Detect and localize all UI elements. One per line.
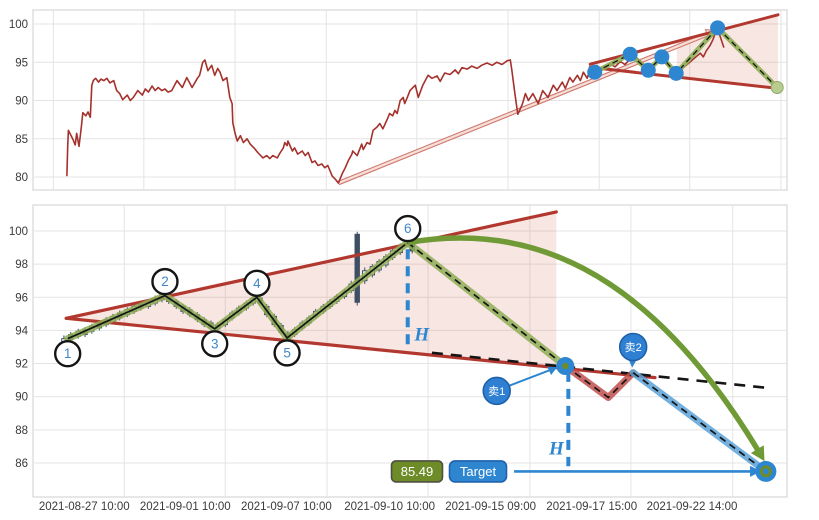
pattern-chart: 86 88 90 92 94 96 98 100 2021-08-27 10:00 2021-09… — [9, 204, 788, 513]
pivot-circle[interactable] — [201, 330, 229, 358]
y-axis-tick-label: 86 — [15, 458, 28, 470]
sell1-badge-label: 卖1 — [488, 385, 505, 398]
projection-line-top-center — [717, 27, 778, 88]
x-axis-tick-label: 2021-09-10 10:00 — [344, 501, 435, 513]
pivot-dot[interactable] — [587, 64, 603, 80]
channel-arrow-edge — [338, 34, 711, 186]
pivot-number: 4 — [253, 276, 261, 291]
pivot-circle[interactable] — [53, 340, 82, 368]
target-price-badge-box[interactable] — [390, 460, 444, 483]
x-axis-tick-label: 2021-09-07 10:00 — [241, 501, 332, 513]
y-axis-tick-label: 88 — [15, 425, 28, 437]
pivot-number: 6 — [404, 221, 412, 236]
y-axis-tick-label: 85 — [15, 134, 28, 146]
pivot-number: 3 — [211, 336, 219, 351]
y-axis-tick-label: 90 — [15, 392, 28, 404]
sell1-pointer-line — [508, 367, 556, 387]
wedge-fill-bottom — [66, 211, 557, 368]
y-axis-tick-label: 98 — [15, 259, 28, 271]
x-axis-tick-label: 2021-09-15 09:00 — [445, 501, 536, 513]
pivot-number: 5 — [283, 345, 291, 360]
pivot-marker-2[interactable]: 2 — [151, 267, 179, 296]
target-dot-core — [759, 465, 772, 478]
pullback-leg-center — [564, 365, 634, 399]
pivot-marker-5[interactable]: 5 — [273, 339, 301, 367]
x-axis-tick-label: 2021-09-17 15:00 — [546, 501, 637, 513]
y-axis-tick-label: 80 — [15, 172, 28, 184]
y-axis-tick-label: 100 — [9, 226, 28, 238]
x-axis-tick-label: 2021-08-27 10:00 — [39, 501, 130, 513]
sell1-badge-circle[interactable] — [482, 376, 511, 406]
trendline-lower-top[interactable] — [588, 65, 780, 90]
y-axis-tick-label: 90 — [15, 96, 28, 108]
zigzag-impulse-center — [67, 241, 409, 340]
projection-end-dot[interactable] — [770, 80, 784, 94]
x-axis-tick-label: 2021-09-22 14:00 — [647, 501, 738, 513]
pivot-circle[interactable] — [243, 269, 271, 297]
plot-area-border — [32, 204, 788, 498]
h-label-1: H — [413, 325, 430, 346]
breakdown-leg-center — [407, 241, 566, 367]
candle-body — [354, 233, 360, 303]
pivot-circle[interactable] — [273, 339, 301, 367]
h-label-2: H — [548, 438, 565, 459]
pivot-dot[interactable] — [654, 49, 670, 65]
target-badge[interactable]: Target — [448, 460, 508, 483]
target-price-value: 85.49 — [401, 464, 434, 479]
y-axis-tick-label: 92 — [15, 359, 28, 371]
pivot-marker-4[interactable]: 4 — [243, 269, 271, 297]
sell1-badge[interactable]: 卖1 — [482, 376, 511, 406]
wedge-fill-top — [676, 14, 778, 89]
pivot-dot[interactable] — [710, 20, 726, 36]
sell2-badge-label: 卖2 — [625, 341, 642, 354]
channel-arrow-fill[interactable] — [337, 31, 711, 185]
target-dot[interactable] — [755, 460, 777, 482]
breakdown-dot-core — [562, 362, 569, 370]
pivot-number: 2 — [161, 274, 169, 289]
y-axis-tick-label: 96 — [15, 292, 28, 304]
target-label: Target — [460, 464, 497, 479]
arrowhead — [628, 359, 637, 368]
sell2-badge-circle[interactable] — [618, 332, 648, 362]
pivot-circle[interactable] — [151, 267, 179, 296]
pivot-number: 1 — [64, 346, 72, 361]
pivot-dot[interactable] — [640, 62, 656, 78]
pivot-marker-3[interactable]: 3 — [201, 330, 229, 358]
y-axis-tick-label: 100 — [9, 19, 28, 31]
pivot-circle[interactable] — [394, 214, 422, 243]
arrowhead — [750, 445, 765, 462]
overview-chart: 80 85 90 95 100 — [9, 9, 788, 191]
sell-off-leg-center — [632, 372, 767, 473]
y-axis-tick-label: 95 — [15, 57, 28, 69]
pivot-dot[interactable] — [668, 65, 684, 81]
projection-arc[interactable] — [407, 235, 763, 455]
target-price-badge[interactable]: 85.49 — [390, 460, 444, 483]
arrowhead — [547, 366, 558, 375]
pivot-dot[interactable] — [622, 46, 638, 62]
channel-arrow-edge — [337, 31, 710, 183]
target-badge-box[interactable] — [448, 460, 508, 483]
pivot-marker-6[interactable]: 6 — [394, 214, 422, 243]
sell2-badge[interactable]: 卖2 — [618, 332, 648, 362]
y-axis-tick-label: 94 — [15, 325, 28, 337]
x-axis-tick-label: 2021-09-01 10:00 — [140, 501, 231, 513]
pivot-marker-1[interactable]: 1 — [53, 340, 82, 368]
